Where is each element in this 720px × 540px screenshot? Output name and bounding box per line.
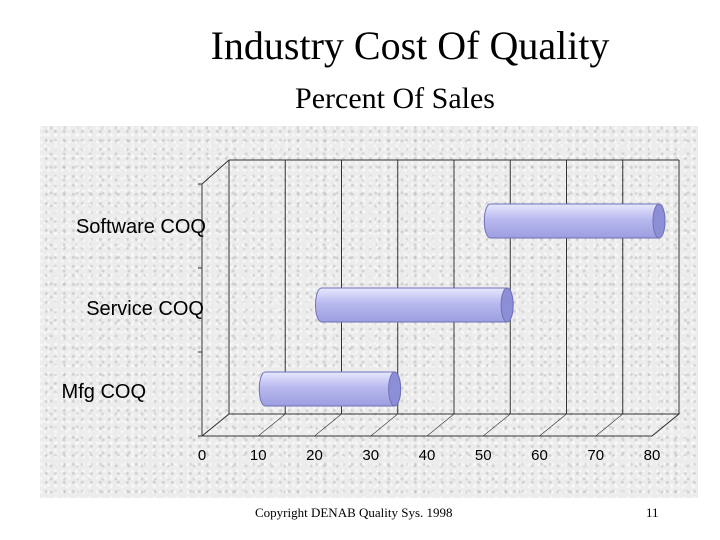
bar-cap-1 bbox=[500, 287, 514, 323]
floor-line-10 bbox=[258, 413, 286, 437]
category-label-2: Mfg COQ bbox=[62, 381, 146, 403]
x-tick-label-30: 30 bbox=[362, 447, 379, 464]
bar-1 bbox=[315, 287, 514, 323]
page-number: 11 bbox=[646, 505, 659, 520]
copyright-text: Copyright DENAB Quality Sys. 1998 bbox=[255, 505, 453, 520]
floor-line-70 bbox=[595, 413, 623, 437]
x-tick-label-80: 80 bbox=[644, 447, 661, 464]
x-tick-label-0: 0 bbox=[198, 447, 206, 464]
category-label-0: Software COQ bbox=[76, 216, 206, 238]
x-tick-label-70: 70 bbox=[587, 447, 604, 464]
bar-2 bbox=[258, 371, 402, 407]
x-tick-label-10: 10 bbox=[250, 447, 267, 464]
bar-cap-2 bbox=[388, 371, 402, 407]
floor-line-20 bbox=[314, 413, 342, 437]
floor-line-0 bbox=[201, 413, 230, 437]
x-tick-label-40: 40 bbox=[419, 447, 436, 464]
slide-subtitle: Percent Of Sales bbox=[295, 82, 495, 115]
floor-line-30 bbox=[370, 413, 398, 437]
category-label-1: Service COQ bbox=[86, 298, 204, 320]
x-tick-label-20: 20 bbox=[306, 447, 323, 464]
left-wall-top bbox=[201, 159, 230, 185]
floor-line-60 bbox=[539, 413, 567, 437]
bar-cap-0 bbox=[652, 203, 666, 239]
floor-line-50 bbox=[483, 413, 511, 437]
x-tick-label-50: 50 bbox=[475, 447, 492, 464]
bar-0 bbox=[483, 203, 666, 239]
x-tick-label-60: 60 bbox=[531, 447, 548, 464]
slide-title: Industry Cost Of Quality bbox=[210, 23, 610, 68]
floor-line-80 bbox=[651, 413, 680, 437]
floor-line-40 bbox=[426, 413, 455, 437]
